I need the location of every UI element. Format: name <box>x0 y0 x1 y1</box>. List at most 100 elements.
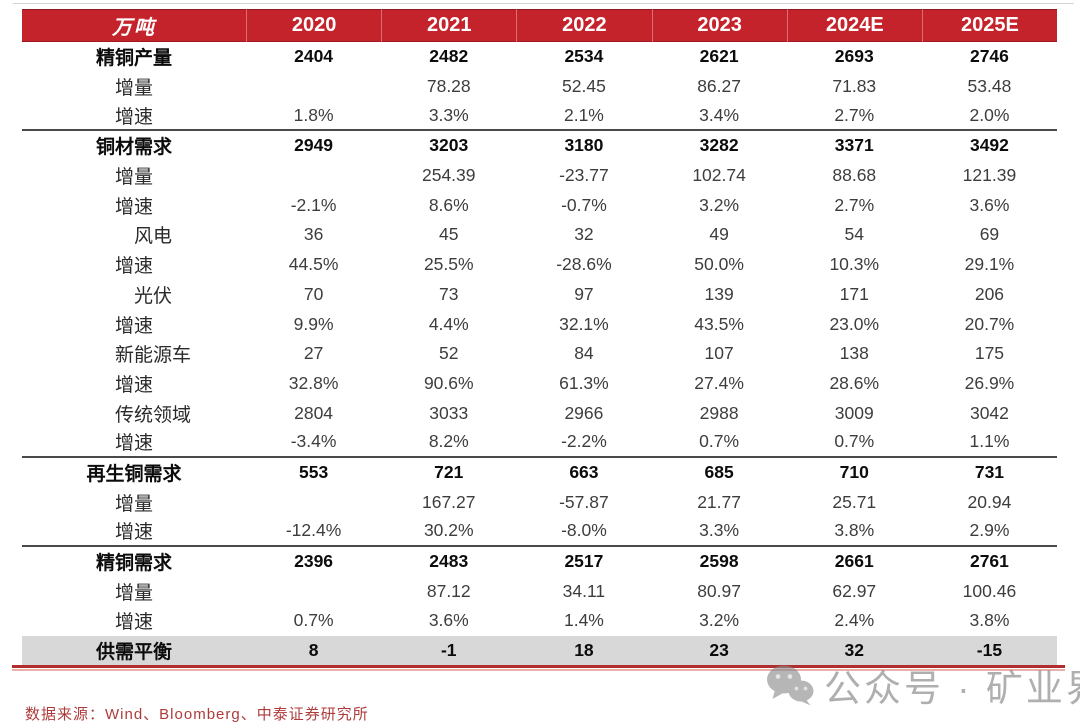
table-cell: 28.6% <box>829 372 880 393</box>
table-cell: 8.2% <box>428 431 469 452</box>
row-label: 增速 <box>114 315 153 337</box>
table-cell: 32.1% <box>559 313 609 334</box>
row-label: 增量 <box>114 167 153 189</box>
table-cell: 49 <box>709 224 729 245</box>
table-cell: 27.4% <box>694 372 744 393</box>
table-cell: 685 <box>704 461 734 482</box>
row-label: 铜材需求 <box>95 137 172 159</box>
table-cell: 8 <box>308 640 319 661</box>
table-cell: 2.1% <box>563 104 604 125</box>
table-cell: 20.7% <box>964 313 1015 334</box>
column-header-2020: 2020 <box>246 9 381 42</box>
table-row: 增速 -12.4% 30.2% -8.0% 3.3% 3.8% 2.9% <box>22 517 1057 547</box>
row-label: 风电 <box>133 226 172 248</box>
table-cell: 61.3% <box>559 372 609 393</box>
table-cell: 45 <box>439 224 459 245</box>
table-cell: -2.2% <box>561 431 607 452</box>
table-cell: 731 <box>974 461 1005 482</box>
table-bottom-line-light <box>12 669 1065 672</box>
table-cell: 1.1% <box>969 431 1010 452</box>
table-cell: 8.6% <box>428 194 469 215</box>
table-cell: 3.8% <box>834 520 875 541</box>
table-cell: 30.2% <box>423 520 474 541</box>
table-cell: 10.3% <box>829 254 880 275</box>
table-cell: 20.94 <box>967 491 1012 512</box>
table-cell: 71.83 <box>832 76 877 97</box>
table-row: 新能源车 27 52 84 107 138 175 <box>22 339 1057 369</box>
table-cell: 43.5% <box>694 313 744 334</box>
table-cell: 80.97 <box>697 580 741 601</box>
row-label: 供需平衡 <box>95 642 172 664</box>
table-cell: 3282 <box>699 135 739 156</box>
table-cell: 121.39 <box>962 165 1017 186</box>
table-row: 增速 -3.4% 8.2% -2.2% 0.7% 0.7% 1.1% <box>22 428 1057 458</box>
table-cell: 2746 <box>969 46 1009 67</box>
row-label: 传统领域 <box>114 404 191 426</box>
table-cell: 26.9% <box>964 372 1015 393</box>
table-cell: 86.27 <box>697 76 741 97</box>
table-cell: 2693 <box>834 46 874 67</box>
table-cell: 2598 <box>699 551 739 572</box>
table-cell: -28.6% <box>556 254 612 275</box>
table-cell: 54 <box>844 224 864 245</box>
table-cell: 206 <box>974 283 1005 304</box>
table-cell: 2988 <box>699 402 739 423</box>
table-cell: 2396 <box>294 551 334 572</box>
row-label: 增量 <box>114 582 153 604</box>
column-header-2024e: 2024E <box>786 9 922 42</box>
row-label: 精铜产量 <box>95 48 172 70</box>
table-row: 增量 78.28 52.45 86.27 71.83 53.48 <box>22 72 1057 102</box>
table-cell: 2966 <box>564 402 604 423</box>
table-cell: -57.87 <box>559 491 609 512</box>
row-label: 增速 <box>114 433 153 455</box>
table-cell: 0.7% <box>699 431 740 452</box>
table-cell: 3.3% <box>428 104 469 125</box>
table-cell: 23.0% <box>829 313 880 334</box>
row-label: 再生铜需求 <box>86 463 182 485</box>
table-cell: 2.0% <box>969 104 1010 125</box>
table-row: 精铜产量 2404 2482 2534 2621 2693 2746 <box>22 42 1057 72</box>
table-bottom-line-dark <box>12 665 1065 669</box>
table-cell: 32 <box>574 224 594 245</box>
table-cell: 52 <box>439 343 459 364</box>
table-cell: 2.7% <box>834 194 875 215</box>
row-label: 精铜需求 <box>95 553 172 575</box>
table-body: 精铜产量 2404 2482 2534 2621 2693 2746 增量 78.28 52.45… <box>22 42 1057 666</box>
row-label: 增量 <box>114 493 153 515</box>
unit-header-cell: 万吨 <box>112 17 156 39</box>
table-cell: 2404 <box>294 46 334 67</box>
table-cell: 3492 <box>969 135 1009 156</box>
table-cell: 2534 <box>564 46 604 67</box>
row-label: 新能源车 <box>114 345 191 367</box>
table-cell: -12.4% <box>285 520 342 541</box>
column-header-2025e: 2025E <box>921 9 1057 42</box>
table-cell: 18 <box>574 640 594 661</box>
table-cell: -23.77 <box>559 165 609 186</box>
table-row: 增量 87.12 34.11 80.97 62.97 100.46 <box>22 576 1057 606</box>
table-cell: 102.74 <box>692 165 746 186</box>
table-cell: 2804 <box>294 402 334 423</box>
table-cell: 3.4% <box>699 104 740 125</box>
table-cell: 2517 <box>564 551 604 572</box>
table-row: 增量 167.27 -57.87 21.77 25.71 20.94 <box>22 487 1057 517</box>
table-cell: 25.71 <box>832 491 877 512</box>
table-cell: 663 <box>569 461 599 482</box>
table-cell: 88.68 <box>832 165 877 186</box>
table-cell: 29.1% <box>964 254 1015 275</box>
row-label: 增量 <box>114 78 153 100</box>
table-cell: 70 <box>303 283 324 304</box>
table-cell: 3009 <box>834 402 874 423</box>
row-label: 光伏 <box>133 285 172 307</box>
table-row: 增量 254.39 -23.77 102.74 88.68 121.39 <box>22 161 1057 191</box>
table-cell: 50.0% <box>694 254 744 275</box>
table-cell: 34.11 <box>562 580 606 601</box>
table-cell: 36 <box>303 224 324 245</box>
table-cell: 2.7% <box>834 104 875 125</box>
table-row: 精铜需求 2396 2483 2517 2598 2661 2761 <box>22 547 1057 577</box>
table-cell: 3.6% <box>428 610 469 631</box>
table-row: 增速 32.8% 90.6% 61.3% 27.4% 28.6% 26.9% <box>22 369 1057 399</box>
table-row: 增速 -2.1% 8.6% -0.7% 3.2% 2.7% 3.6% <box>22 190 1057 220</box>
table-cell: -2.1% <box>290 194 337 215</box>
table-cell: -1 <box>440 640 457 661</box>
